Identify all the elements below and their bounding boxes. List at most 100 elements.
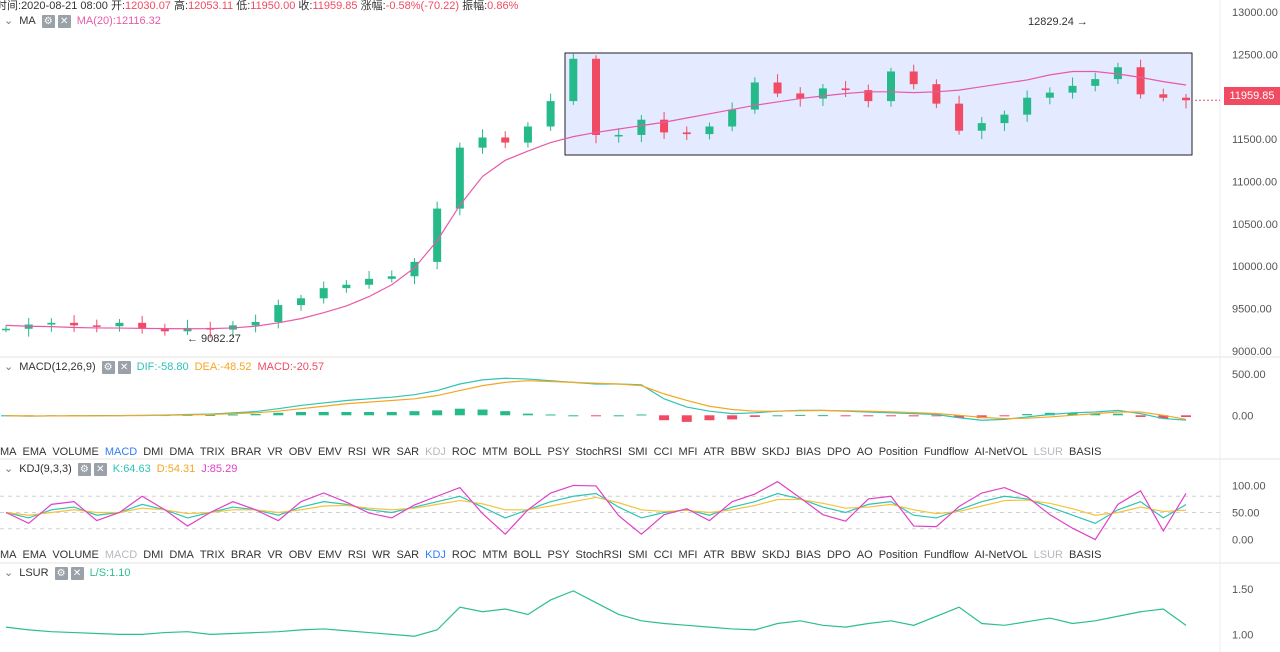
tab-bbw[interactable]: BBW: [730, 446, 756, 458]
close-icon[interactable]: ✕: [70, 566, 84, 580]
tab-brar[interactable]: BRAR: [230, 549, 262, 561]
tab-dma[interactable]: DMA: [169, 549, 194, 561]
macd-histogram-bar: [681, 415, 692, 422]
tab-vr[interactable]: VR: [267, 549, 283, 561]
tab-smi[interactable]: SMI: [628, 446, 648, 458]
tab-dpo[interactable]: DPO: [826, 446, 851, 458]
tab-trix[interactable]: TRIX: [199, 549, 225, 561]
tab-cci[interactable]: CCI: [653, 549, 673, 561]
tab-bias[interactable]: BIAS: [795, 549, 821, 561]
close-icon[interactable]: ✕: [117, 360, 131, 374]
tab-lsur[interactable]: LSUR: [1033, 446, 1063, 458]
dea-line: [5, 380, 1187, 420]
macd-histogram-bar: [727, 415, 738, 420]
tab-stochrsi[interactable]: StochRSI: [575, 446, 623, 458]
collapse-icon[interactable]: ⌄: [4, 463, 14, 475]
tab-basis[interactable]: BASIS: [1069, 549, 1102, 561]
tab-wr[interactable]: WR: [372, 549, 391, 561]
tab-position[interactable]: Position: [878, 446, 918, 458]
tab-boll[interactable]: BOLL: [513, 446, 542, 458]
tab-bias[interactable]: BIAS: [795, 446, 821, 458]
lsur-indicator-name: LSUR: [19, 567, 49, 579]
collapse-icon[interactable]: ⌄: [4, 361, 14, 373]
tab-mtm[interactable]: MTM: [482, 549, 508, 561]
settings-icon[interactable]: ⚙: [41, 14, 55, 28]
tab-rsi[interactable]: RSI: [347, 446, 367, 458]
tab-wr[interactable]: WR: [372, 446, 391, 458]
tab-roc[interactable]: ROC: [451, 549, 477, 561]
j-line: [5, 480, 1187, 541]
time-value: 2020-08-21 08:00: [21, 0, 108, 12]
tab-basis[interactable]: BASIS: [1069, 446, 1102, 458]
tab-obv[interactable]: OBV: [288, 549, 312, 561]
tab-ma[interactable]: MA: [0, 549, 17, 561]
close-icon[interactable]: ✕: [57, 14, 71, 28]
high-marker-label: 12829.24 →: [1028, 16, 1088, 28]
tab-trix[interactable]: TRIX: [199, 446, 225, 458]
tab-skdj[interactable]: SKDJ: [761, 549, 790, 561]
tab-skdj[interactable]: SKDJ: [761, 446, 790, 458]
tab-rsi[interactable]: RSI: [347, 549, 367, 561]
tab-volume[interactable]: VOLUME: [52, 549, 99, 561]
low-marker-label: ← 9082.27: [187, 333, 241, 345]
tab-brar[interactable]: BRAR: [230, 446, 262, 458]
tab-kdj[interactable]: KDJ: [425, 446, 446, 458]
settings-icon[interactable]: ⚙: [77, 462, 91, 476]
tab-macd[interactable]: MACD: [104, 446, 138, 458]
tab-dma[interactable]: DMA: [169, 446, 194, 458]
tab-ao[interactable]: AO: [856, 446, 873, 458]
d-value: D:54.31: [156, 463, 196, 475]
candle-body: [682, 132, 691, 135]
tab-vr[interactable]: VR: [267, 446, 283, 458]
dif-line: [5, 377, 1187, 421]
tab-ema[interactable]: EMA: [22, 446, 47, 458]
tab-emv[interactable]: EMV: [317, 446, 342, 458]
tab-emv[interactable]: EMV: [317, 549, 342, 561]
macd-histogram-bar: [1158, 415, 1169, 419]
tab-lsur[interactable]: LSUR: [1033, 549, 1063, 561]
settings-icon[interactable]: ⚙: [54, 566, 68, 580]
tab-dpo[interactable]: DPO: [826, 549, 851, 561]
close-icon[interactable]: ✕: [93, 462, 107, 476]
collapse-icon[interactable]: ⌄: [4, 15, 14, 27]
indicator-tabs-row-2: MA EMA VOLUME MACD DMI DMA TRIX BRAR VR OBV EMV RSI…: [0, 547, 1107, 563]
tab-smi[interactable]: SMI: [628, 549, 648, 561]
time-label: 时间:: [0, 0, 22, 12]
macd-histogram-bar: [522, 413, 533, 416]
tab-psy[interactable]: PSY: [547, 549, 570, 561]
tab-ao[interactable]: AO: [856, 549, 873, 561]
macd-histogram-bar: [908, 415, 919, 417]
tab-atr[interactable]: ATR: [703, 549, 725, 561]
tab-sar[interactable]: SAR: [396, 549, 420, 561]
macd-histogram-bar: [613, 415, 624, 417]
tab-fundflow[interactable]: Fundflow: [923, 446, 969, 458]
tab-mfi[interactable]: MFI: [678, 549, 698, 561]
tab-atr[interactable]: ATR: [703, 446, 725, 458]
tab-cci[interactable]: CCI: [653, 446, 673, 458]
settings-icon[interactable]: ⚙: [101, 360, 115, 374]
tab-ai-netvol[interactable]: AI-NetVOL: [974, 549, 1028, 561]
tab-bbw[interactable]: BBW: [730, 549, 756, 561]
tab-stochrsi[interactable]: StochRSI: [575, 549, 623, 561]
tab-dmi[interactable]: DMI: [143, 446, 164, 458]
tab-macd[interactable]: MACD: [104, 549, 138, 561]
tab-boll[interactable]: BOLL: [513, 549, 542, 561]
y-tick-label: 12500.00: [1232, 50, 1278, 62]
collapse-icon[interactable]: ⌄: [4, 567, 14, 579]
tab-position[interactable]: Position: [878, 549, 918, 561]
tab-ema[interactable]: EMA: [22, 549, 47, 561]
tab-psy[interactable]: PSY: [547, 446, 570, 458]
tab-obv[interactable]: OBV: [288, 446, 312, 458]
tab-ai-netvol[interactable]: AI-NetVOL: [974, 446, 1028, 458]
tab-sar[interactable]: SAR: [396, 446, 420, 458]
tab-roc[interactable]: ROC: [451, 446, 477, 458]
tab-mfi[interactable]: MFI: [678, 446, 698, 458]
tab-mtm[interactable]: MTM: [482, 446, 508, 458]
ma-value: MA(20):12116.32: [76, 15, 161, 27]
tab-volume[interactable]: VOLUME: [52, 446, 99, 458]
tab-ma[interactable]: MA: [0, 446, 17, 458]
tab-kdj[interactable]: KDJ: [425, 549, 446, 561]
tab-fundflow[interactable]: Fundflow: [923, 549, 969, 561]
tab-dmi[interactable]: DMI: [143, 549, 164, 561]
